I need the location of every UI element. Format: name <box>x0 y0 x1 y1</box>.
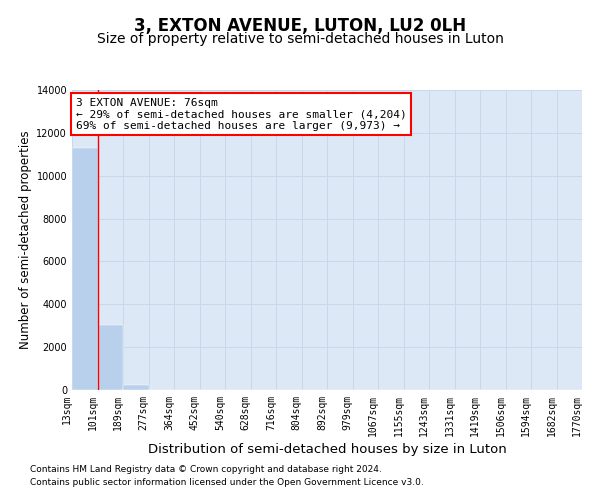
Text: Contains HM Land Registry data © Crown copyright and database right 2024.: Contains HM Land Registry data © Crown c… <box>30 466 382 474</box>
Bar <box>72 148 97 390</box>
Bar <box>123 384 149 390</box>
Text: Distribution of semi-detached houses by size in Luton: Distribution of semi-detached houses by … <box>148 442 506 456</box>
Text: Size of property relative to semi-detached houses in Luton: Size of property relative to semi-detach… <box>97 32 503 46</box>
Text: 3, EXTON AVENUE, LUTON, LU2 0LH: 3, EXTON AVENUE, LUTON, LU2 0LH <box>134 18 466 36</box>
Text: Contains public sector information licensed under the Open Government Licence v3: Contains public sector information licen… <box>30 478 424 487</box>
Bar <box>97 324 123 390</box>
Y-axis label: Number of semi-detached properties: Number of semi-detached properties <box>19 130 32 350</box>
Text: 3 EXTON AVENUE: 76sqm
← 29% of semi-detached houses are smaller (4,204)
69% of s: 3 EXTON AVENUE: 76sqm ← 29% of semi-deta… <box>76 98 407 130</box>
